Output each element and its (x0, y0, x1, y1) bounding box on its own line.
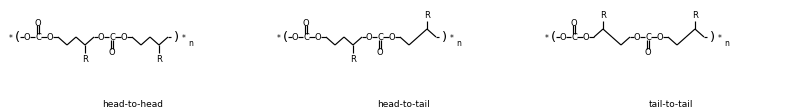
Text: R: R (82, 55, 88, 64)
Text: O: O (377, 48, 383, 57)
Text: O: O (366, 33, 372, 42)
Text: O: O (121, 33, 128, 42)
Text: n: n (189, 39, 194, 48)
Text: O: O (633, 33, 640, 42)
Text: O: O (657, 33, 663, 42)
Text: head-to-tail: head-to-tail (377, 100, 429, 109)
Text: R: R (156, 55, 162, 64)
Text: *: * (182, 33, 186, 42)
Text: head-to-head: head-to-head (102, 100, 164, 109)
Text: C: C (377, 33, 383, 42)
Text: R: R (424, 11, 430, 20)
Text: O: O (560, 33, 567, 42)
Text: (: ( (550, 31, 555, 44)
Text: R: R (600, 11, 606, 20)
Text: O: O (315, 33, 321, 42)
Text: R: R (692, 11, 698, 20)
Text: C: C (35, 33, 41, 42)
Text: O: O (47, 33, 53, 42)
Text: C: C (109, 33, 115, 42)
Text: n: n (457, 39, 462, 48)
Text: O: O (35, 18, 41, 27)
Text: *: * (9, 33, 13, 42)
Text: tail-to-tail: tail-to-tail (649, 100, 693, 109)
Text: n: n (725, 39, 730, 48)
Text: O: O (291, 33, 299, 42)
Text: *: * (545, 33, 549, 42)
Text: O: O (98, 33, 104, 42)
Text: O: O (571, 18, 577, 27)
Text: O: O (645, 48, 651, 57)
Text: C: C (303, 33, 309, 42)
Text: O: O (583, 33, 589, 42)
Text: *: * (718, 33, 722, 42)
Text: (: ( (15, 31, 19, 44)
Text: O: O (109, 48, 115, 57)
Text: O: O (23, 33, 31, 42)
Text: C: C (645, 33, 651, 42)
Text: O: O (389, 33, 395, 42)
Text: ): ) (710, 31, 716, 44)
Text: (: ( (282, 31, 287, 44)
Text: C: C (571, 33, 577, 42)
Text: ): ) (174, 31, 180, 44)
Text: *: * (450, 33, 454, 42)
Text: ): ) (442, 31, 448, 44)
Text: *: * (277, 33, 281, 42)
Text: O: O (303, 18, 309, 27)
Text: R: R (350, 55, 356, 64)
